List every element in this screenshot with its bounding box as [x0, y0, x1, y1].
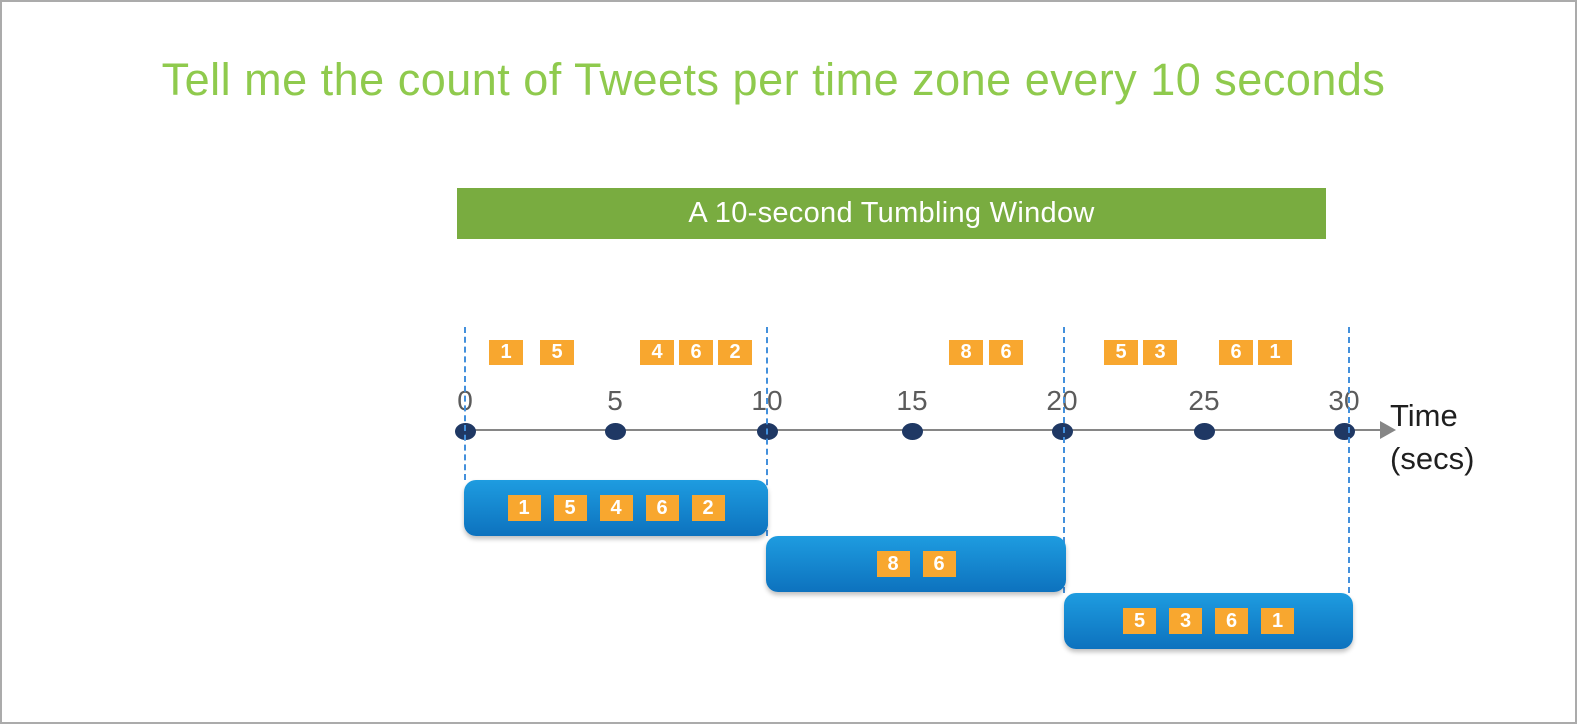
time-axis-label: Time (secs) — [1390, 394, 1474, 480]
tick-label: 30 — [1328, 385, 1360, 416]
stream-event: 4 — [640, 340, 674, 365]
window-event: 3 — [1169, 608, 1202, 634]
window-event: 2 — [691, 495, 725, 521]
window-event: 6 — [645, 495, 679, 521]
tick-label: 20 — [1046, 385, 1078, 416]
stream-event: 2 — [718, 340, 752, 365]
window-event: 5 — [1123, 608, 1156, 634]
stream-event: 1 — [489, 340, 523, 365]
timeline-dot — [1194, 423, 1215, 440]
banner-label: A 10-second Tumbling Window — [688, 197, 1095, 229]
window-boundary-dashed-line — [1348, 327, 1350, 593]
stream-event: 6 — [989, 340, 1023, 365]
tick-label: 15 — [896, 385, 928, 416]
time-axis-line — [465, 429, 1385, 431]
window-boundary-dashed-line — [1063, 327, 1065, 593]
window-event: 1 — [1261, 608, 1294, 634]
stream-event: 5 — [540, 340, 574, 365]
window-boundary-dashed-line — [766, 327, 768, 536]
stream-event: 6 — [679, 340, 713, 365]
time-axis-label-line1: Time — [1390, 398, 1458, 433]
tick-label: 25 — [1188, 385, 1220, 416]
timeline-dot — [605, 423, 626, 440]
stream-event: 1 — [1258, 340, 1292, 365]
window-event: 4 — [599, 495, 633, 521]
window-event: 5 — [553, 495, 587, 521]
time-axis-label-line2: (secs) — [1390, 441, 1475, 476]
window-boundary-dashed-line — [464, 327, 466, 480]
window-event: 1 — [507, 495, 541, 521]
window-event: 6 — [1215, 608, 1248, 634]
stream-event: 6 — [1219, 340, 1253, 365]
timeline-dot — [1052, 423, 1073, 440]
time-axis-arrowhead-icon — [1380, 421, 1396, 439]
tumbling-window-banner: A 10-second Tumbling Window — [457, 188, 1326, 239]
stream-event: 3 — [1143, 340, 1177, 365]
page-title: Tell me the count of Tweets per time zon… — [161, 54, 1386, 105]
timeline-dot — [1334, 423, 1355, 440]
window-event: 8 — [876, 551, 910, 577]
stream-event: 5 — [1104, 340, 1138, 365]
stream-event: 8 — [949, 340, 983, 365]
window-event: 6 — [922, 551, 956, 577]
timeline-dot — [902, 423, 923, 440]
tick-label: 5 — [607, 385, 623, 416]
